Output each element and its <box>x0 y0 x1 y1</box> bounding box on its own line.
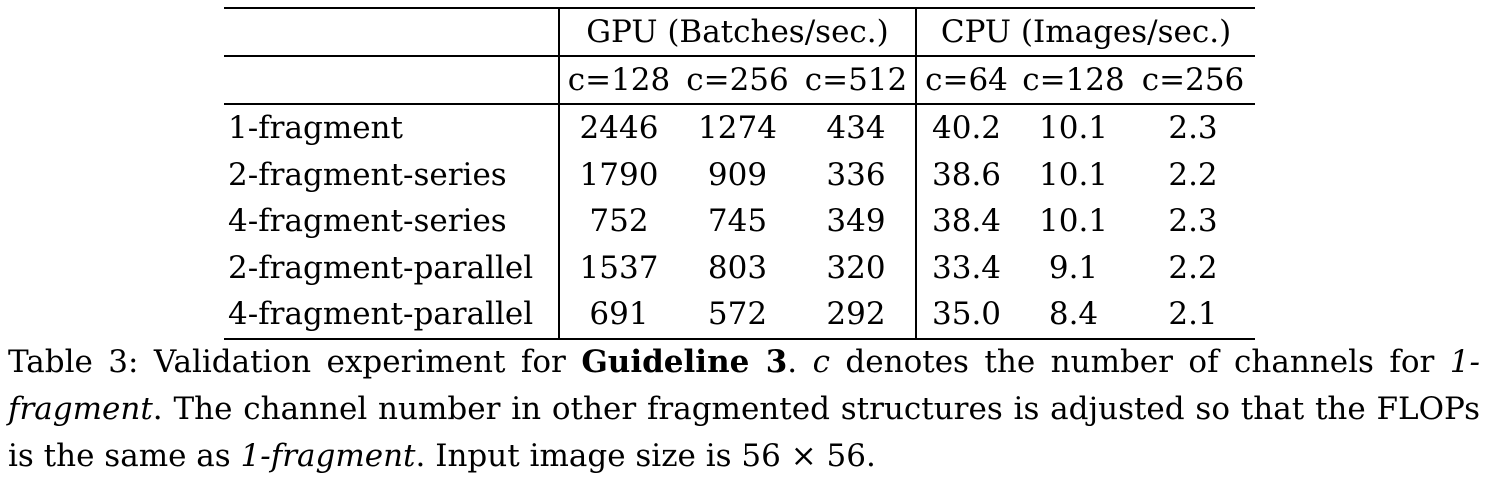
table-row: 1-fragment 2446 1274 434 40.2 10.1 2.3 <box>224 104 1255 152</box>
table-cell: 33.4 <box>932 249 1002 286</box>
sub-header-cpu-c64: c=64 <box>916 56 1017 105</box>
group-header-row: GPU (Batches/sec.) CPU (Images/sec.) <box>224 8 1256 57</box>
sub-header-gpu-c256: c=256 <box>678 56 797 105</box>
sub-header-cpu-c256: c=256 <box>1131 56 1256 105</box>
results-table-container: GPU (Batches/sec.) CPU (Images/sec.) c=1… <box>224 7 1256 340</box>
table-cell: 803 <box>707 249 768 286</box>
table-cell: 40.2 <box>932 110 1002 147</box>
sub-header-row: c=128 c=256 c=512 c=64 c=128 c=256 <box>224 56 1256 105</box>
table-cell: 909 <box>707 156 768 193</box>
table-cell: 2.3 <box>1168 110 1218 147</box>
empty-header-cell <box>224 8 559 57</box>
sub-header-gpu-c128: c=128 <box>558 56 678 105</box>
table-cell: 2.2 <box>1168 156 1218 193</box>
table-cell: 2446 <box>558 104 678 152</box>
table-cell: 292 <box>797 291 918 340</box>
table-row: 2-fragment-series 1790 909 336 38.6 10.1… <box>224 151 1255 198</box>
table-cell: 10.1 <box>1039 203 1109 240</box>
caption-text: denotes the number of channels for <box>829 344 1450 380</box>
results-table: GPU (Batches/sec.) CPU (Images/sec.) c=1… <box>224 7 1256 340</box>
table-cell: 1537 <box>558 244 678 291</box>
caption-text: . <box>787 344 813 380</box>
table-cell: 2.2 <box>1168 249 1218 286</box>
caption-bold-guideline: Guideline 3 <box>581 344 788 380</box>
row-method: 2-fragment-parallel <box>228 249 534 286</box>
table-cell: 2.1 <box>1131 291 1256 340</box>
row-method: 2-fragment-series <box>228 156 507 193</box>
table-cell: 691 <box>558 291 678 340</box>
gpu-group-header: GPU (Batches/sec.) <box>557 8 918 57</box>
table-cell: 38.4 <box>932 203 1002 240</box>
table-cell: 10.1 <box>1039 156 1109 193</box>
empty-header-cell <box>224 56 559 105</box>
table-caption: Table 3: Validation experiment for Guide… <box>8 339 1480 480</box>
caption-prefix: Table 3: Validation experiment for <box>8 344 582 380</box>
caption-italic-term: 1-fragment <box>8 344 1480 427</box>
row-method: 4-fragment-series <box>228 203 507 240</box>
caption-italic-term: 1-fragment <box>240 438 416 474</box>
table-cell: 572 <box>678 291 797 340</box>
caption-text: . Input image size is 56 × 56. <box>415 438 876 474</box>
table-cell: 752 <box>558 198 678 245</box>
table-cell: 1274 <box>698 110 777 147</box>
table-row: 2-fragment-parallel 1537 803 320 33.4 9.… <box>224 244 1255 291</box>
table-cell: 35.0 <box>916 291 1017 340</box>
table-row: 4-fragment-parallel 691 572 292 35.0 8.4… <box>224 291 1256 340</box>
table-cell: 9.1 <box>1048 249 1099 286</box>
sub-header-cpu-c128: c=128 <box>1016 56 1132 105</box>
row-method: 4-fragment-parallel <box>224 291 559 340</box>
table-row: 4-fragment-series 752 745 349 38.4 10.1 … <box>224 198 1255 245</box>
table-cell: 8.4 <box>1016 291 1132 340</box>
caption-variable-c: c <box>812 344 830 380</box>
table-cell: 10.1 <box>1039 110 1109 147</box>
row-method: 1-fragment <box>228 110 403 147</box>
table-cell: 434 <box>797 104 918 152</box>
table-cell: 336 <box>797 151 918 198</box>
table-cell: 349 <box>797 198 918 245</box>
table-cell: 2.3 <box>1168 203 1218 240</box>
caption-text: . The channel number in other fragmented… <box>8 391 1480 474</box>
table-cell: 38.6 <box>932 156 1002 193</box>
cpu-group-header: CPU (Images/sec.) <box>916 8 1256 57</box>
table-cell: 745 <box>707 203 768 240</box>
sub-header-gpu-c512: c=512 <box>797 56 918 105</box>
table-cell: 1790 <box>558 151 678 198</box>
table-cell: 320 <box>797 244 918 291</box>
